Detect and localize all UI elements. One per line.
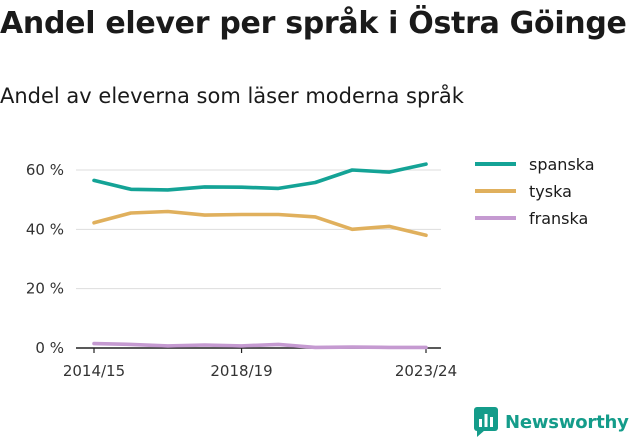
legend-label-franska: franska — [529, 209, 588, 228]
series-line-tyska — [92, 209, 428, 238]
y-tick-label: 60 % — [26, 161, 64, 179]
legend-label-spanska: spanska — [529, 155, 595, 174]
series-line-spanska — [92, 162, 428, 192]
series-line-franska — [92, 341, 428, 350]
x-axis-ticks: 2014/15 2018/19 2023/24 — [63, 348, 457, 380]
chart-title: Andel elever per språk i Östra Göinge — [0, 6, 627, 41]
brand-name: Newsworthy — [505, 411, 629, 433]
legend-label-tyska: tyska — [529, 182, 572, 201]
x-tick-label: 2023/24 — [395, 362, 457, 380]
series-lines — [92, 162, 428, 350]
bar-chart-speech-bubble-icon — [474, 407, 498, 437]
y-tick-label: 40 % — [26, 220, 64, 238]
x-tick-label: 2014/15 — [63, 362, 125, 380]
newsworthy-logo: Newsworthy — [474, 405, 629, 439]
y-axis-ticks: 0 % 20 % 40 % 60 % — [26, 161, 64, 357]
y-tick-label: 20 % — [26, 280, 64, 298]
x-tick-label: 2018/19 — [210, 362, 272, 380]
legend: spanska tyska franska — [475, 155, 595, 228]
chart-subtitle: Andel av eleverna som läser moderna språ… — [0, 84, 464, 108]
y-tick-label: 0 % — [35, 339, 64, 357]
